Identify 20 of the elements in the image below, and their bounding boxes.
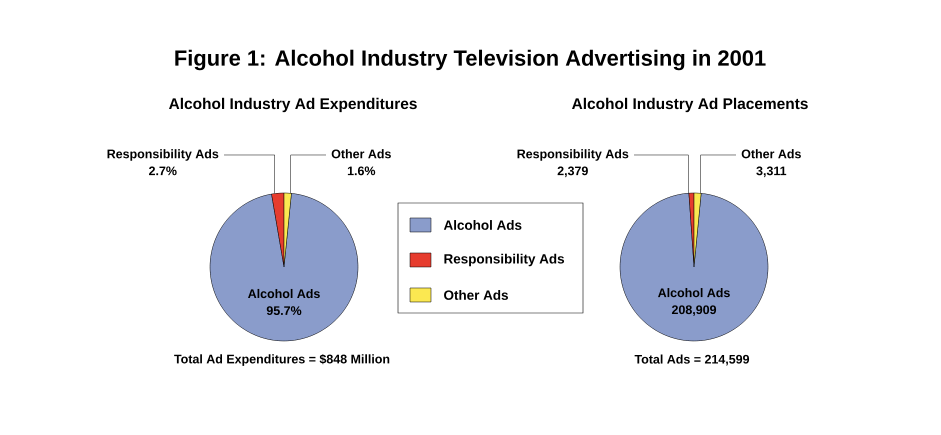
slice-label: Alcohol Ads	[658, 288, 730, 298]
legend-label: Alcohol Ads	[444, 220, 522, 230]
data-label: 95.7%	[266, 306, 302, 316]
slice-label: Alcohol Ads	[248, 288, 320, 298]
data-label: 3,311	[756, 166, 786, 178]
legend-label: Responsibility Ads	[444, 254, 564, 266]
slice-label: Responsibility Ads	[518, 149, 628, 161]
chart-subtitle: Alcohol Industry Ad Expenditures	[168, 98, 417, 112]
slice-label: Other Ads	[332, 149, 391, 158]
text: Total Ads = 214,599	[634, 354, 750, 366]
data-label: 2,379	[558, 166, 588, 178]
legend-label: Other Ads	[444, 290, 508, 300]
slice-label: Responsibility Ads	[108, 149, 218, 161]
chart-title: Alcohol Industry Ad Placements	[572, 98, 808, 112]
slice-label: Other Ads	[742, 149, 801, 158]
chart-title: Figure 1: Alcohol Industry Television Advertising in 2001	[175, 50, 766, 70]
text: Total Ad Expenditures = $848 Million	[174, 354, 390, 366]
data-label: 1.6%	[348, 166, 376, 176]
data-label: 208,909	[672, 305, 716, 316]
data-label: 2.7%	[149, 166, 177, 176]
